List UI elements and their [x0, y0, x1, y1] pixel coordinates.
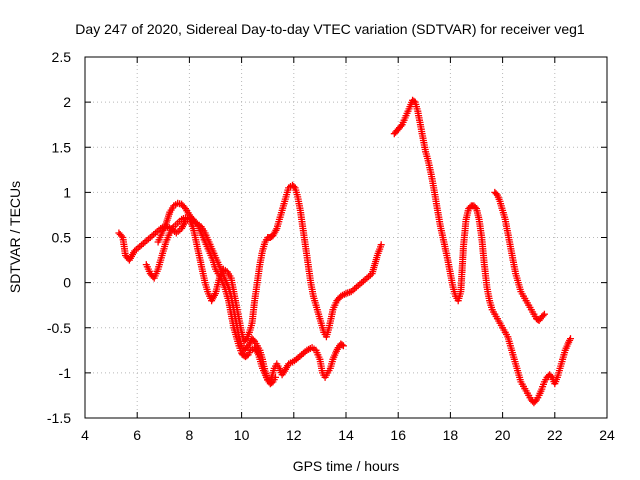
data-point: [339, 342, 347, 350]
data-point: [118, 232, 125, 240]
x-tick-label: 22: [547, 427, 563, 443]
data-point: [249, 336, 257, 344]
y-tick-label: 0: [63, 275, 71, 291]
x-tick-label: 14: [338, 427, 354, 443]
data-points: [115, 96, 574, 407]
axis-ticks: 4 6 8 10 12 14 16 18 20 22 24 -1.5 -1 -0.5 0 0.5 1 1.5 2 2.…: [47, 49, 615, 443]
data-point: [539, 312, 547, 320]
x-tick-label: 24: [599, 427, 615, 443]
data-point: [272, 373, 279, 381]
y-tick-label: -1.5: [47, 410, 71, 426]
data-point: [290, 183, 298, 190]
data-point: [540, 310, 548, 318]
data-point: [338, 341, 346, 349]
data-point: [397, 122, 405, 130]
x-tick-label: 6: [133, 427, 141, 443]
y-tick-label: -0.5: [47, 320, 71, 336]
x-tick-label: 8: [186, 427, 194, 443]
y-tick-label: 1: [63, 184, 71, 200]
x-tick-label: 20: [495, 427, 511, 443]
x-tick-label: 18: [443, 427, 459, 443]
y-tick-label: -1: [59, 365, 72, 381]
x-tick-label: 12: [286, 427, 302, 443]
data-point: [377, 241, 385, 249]
data-point: [180, 203, 188, 211]
x-axis-label: GPS time / hours: [293, 458, 400, 474]
y-tick-label: 1.5: [52, 139, 72, 155]
chart-title: Day 247 of 2020, Sidereal Day-to-day VTE…: [75, 21, 585, 37]
y-axis-label: SDTVAR / TECUs: [7, 181, 23, 293]
y-tick-label: 2: [63, 94, 71, 110]
x-tick-label: 4: [81, 427, 89, 443]
grid: [85, 57, 607, 418]
y-tick-label: 2.5: [52, 49, 72, 65]
data-point: [567, 335, 574, 343]
data-point: [531, 397, 539, 405]
x-tick-label: 16: [390, 427, 406, 443]
plot-frame: [84, 56, 608, 419]
x-tick-label: 10: [234, 427, 250, 443]
y-tick-label: 0.5: [52, 230, 72, 246]
